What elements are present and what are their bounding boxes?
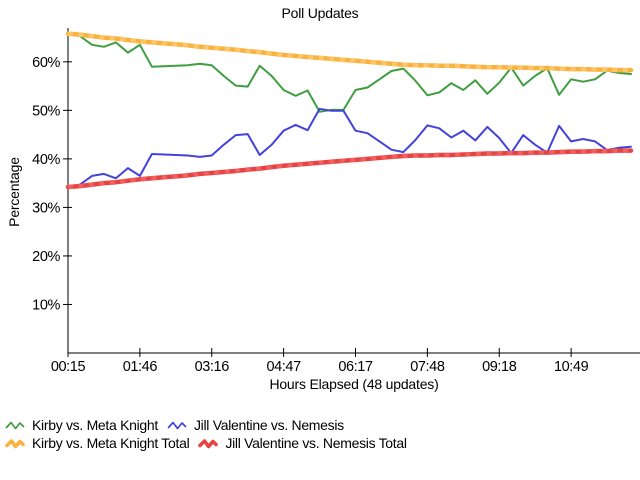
x-tick-label: 07:48 [410,359,445,375]
legend-item-kirby: Kirby vs. Meta Knight [5,417,158,433]
y-tick-label: 60% [32,55,60,71]
legend-item-kirby-total: Kirby vs. Meta Knight Total [5,435,190,451]
legend-label-kirby: Kirby vs. Meta Knight [32,417,158,433]
x-tick-label: 03:16 [195,359,230,375]
y-tick-label: 30% [32,200,60,216]
legend-label-jill-total: Jill Valentine vs. Nemesis Total [225,435,407,451]
legend-item-jill-total: Jill Valentine vs. Nemesis Total [198,435,407,451]
series-line-2 [65,31,634,73]
series-line-1 [67,107,632,188]
legend-row-2: Kirby vs. Meta Knight Total Jill Valenti… [5,435,407,451]
y-tick-label: 10% [32,297,60,313]
axes: 10% 20% 30% 40% 50% 60% 00:15 01:46 03:16 04:47 06… [32,28,640,375]
green-zigzag-line-icon [5,421,25,429]
x-tick-label: 00:15 [51,359,86,375]
chart-title: Poll Updates [281,5,359,21]
y-tick-label: 50% [32,103,60,119]
legend: Kirby vs. Meta Knight Jill Valentine vs.… [5,417,407,451]
y-tick-label: 40% [32,152,60,168]
blue-zigzag-line-icon [167,421,187,429]
legend-item-jill: Jill Valentine vs. Nemesis [167,417,344,433]
series-line-0 [67,32,632,113]
red-thick-zigzag-line-icon [198,438,219,448]
x-tick-label: 10:49 [554,359,589,375]
y-tick-label: 20% [32,249,60,265]
plot-area: 10% 20% 30% 40% 50% 60% 00:15 01:46 03:16 04:47 06… [32,28,640,375]
legend-label-kirby-total: Kirby vs. Meta Knight Total [32,435,190,451]
x-axis-label: Hours Elapsed (48 updates) [269,376,439,392]
x-tick-label: 09:18 [482,359,517,375]
orange-thick-zigzag-line-icon [5,438,25,448]
x-tick-label: 04:47 [266,359,301,375]
x-tick-label: 06:17 [338,359,373,375]
x-tick-label: 01:46 [123,359,158,375]
legend-row-1: Kirby vs. Meta Knight Jill Valentine vs.… [5,417,407,433]
legend-label-jill: Jill Valentine vs. Nemesis [193,417,344,433]
series-line-3 [65,148,634,190]
